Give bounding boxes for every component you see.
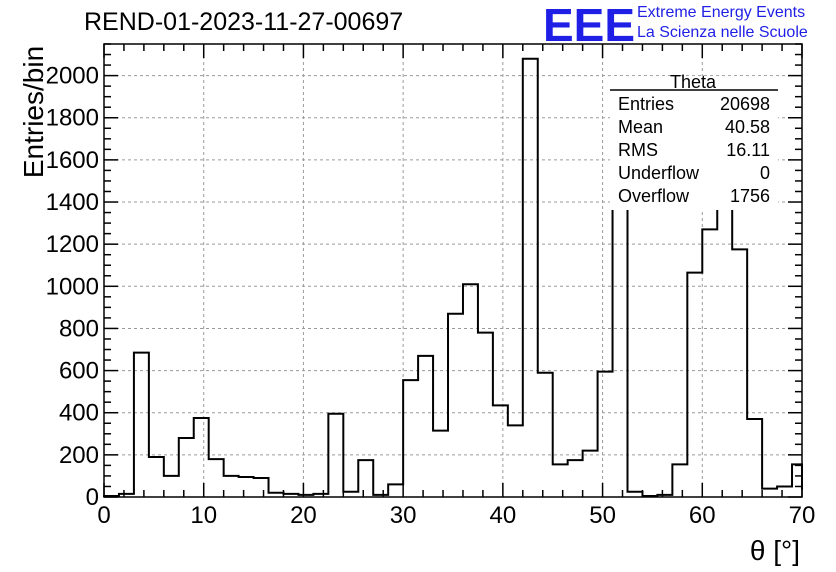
x-axis-label: θ [°] — [749, 535, 800, 566]
histogram-bin — [792, 464, 802, 497]
stats-rms-value: 16.11 — [726, 140, 770, 160]
histogram-bin — [583, 451, 598, 497]
histogram-bin — [747, 419, 762, 497]
y-tick-labels: 0 200 400 600 800 1000 1200 1400 1600 1800 2000 — [46, 63, 99, 511]
histogram-bin — [463, 284, 478, 497]
histogram-bin — [433, 431, 448, 497]
histogram-bin — [613, 207, 628, 497]
histogram-bin — [598, 372, 613, 497]
stats-underflow-value: 0 — [760, 163, 770, 183]
y-tick-label: 1600 — [46, 147, 99, 174]
stats-rms-label: RMS — [618, 140, 658, 160]
y-tick-label: 400 — [59, 400, 99, 427]
y-tick-label: 1000 — [46, 273, 99, 300]
histogram-bin — [702, 229, 717, 497]
histogram-bin — [523, 59, 538, 497]
histogram-bin — [777, 486, 792, 497]
histogram-bin — [672, 464, 687, 497]
histogram-bin — [194, 418, 209, 497]
histogram-bin — [478, 333, 493, 497]
plot-frame — [103, 43, 803, 498]
histogram-bin — [134, 353, 149, 497]
histogram-bin — [553, 464, 568, 497]
x-tick-label: 20 — [290, 502, 317, 529]
stats-entries-value: 20698 — [720, 94, 770, 114]
histogram-outline — [103, 57, 803, 497]
histogram-bin — [239, 477, 254, 497]
histogram-bin — [538, 373, 553, 497]
y-tick-label: 1800 — [46, 105, 99, 132]
y-tick-label: 1200 — [46, 231, 99, 258]
y-tick-label: 600 — [59, 358, 99, 385]
stats-overflow-value: 1756 — [730, 186, 770, 206]
histogram-bin — [493, 405, 508, 497]
stats-mean-value: 40.58 — [725, 117, 770, 137]
x-tick-labels: 0 10 20 30 40 50 60 70 — [97, 502, 815, 529]
y-tick-label: 1400 — [46, 189, 99, 216]
logo-caption: Extreme Energy Events La Scienza nelle S… — [637, 3, 808, 43]
x-tick-label: 0 — [97, 502, 110, 529]
stats-entries-label: Entries — [618, 94, 674, 114]
eee-logo: EEE — [543, 0, 636, 51]
x-tick-label: 60 — [689, 502, 716, 529]
y-tick-label: 2000 — [46, 63, 99, 90]
histogram-bin — [717, 206, 732, 497]
x-tick-label: 40 — [490, 502, 517, 529]
histogram-bin — [762, 489, 777, 497]
x-tick-label: 70 — [789, 502, 816, 529]
x-tick-label: 50 — [589, 502, 616, 529]
axis-ticks — [103, 43, 803, 498]
histogram-bin — [448, 314, 463, 497]
y-tick-label: 800 — [59, 315, 99, 342]
y-tick-label: 200 — [59, 442, 99, 469]
histogram-bin — [418, 356, 433, 497]
chart-title: REND-01-2023-11-27-00697 — [84, 8, 404, 36]
grid-lines — [104, 44, 802, 497]
histogram-bin — [254, 478, 269, 497]
logo-caption-line2: La Scienza nelle Scuole — [637, 24, 808, 41]
logo-caption-line1: Extreme Energy Events — [637, 4, 806, 21]
histogram-bin — [164, 476, 179, 497]
histogram-bin — [358, 460, 373, 497]
histogram-bin — [568, 460, 583, 497]
stats-underflow-label: Underflow — [618, 163, 700, 183]
x-tick-label: 30 — [390, 502, 417, 529]
stats-overflow-label: Overflow — [618, 186, 690, 206]
histogram-bin — [179, 438, 194, 497]
stats-box: Theta Entries 20698 Mean 40.58 RMS 16.11… — [610, 72, 778, 210]
y-tick-label: 0 — [86, 484, 99, 511]
histogram-bin — [508, 425, 523, 497]
histogram-bin — [328, 414, 343, 497]
histogram-bin — [388, 484, 403, 497]
histogram-bin — [209, 459, 224, 497]
histogram-bin — [224, 476, 239, 497]
histogram-bin — [403, 380, 418, 497]
histogram-bin — [687, 273, 702, 497]
stats-title: Theta — [670, 72, 717, 92]
histogram-bin — [149, 457, 164, 497]
stats-mean-label: Mean — [618, 117, 663, 137]
x-tick-label: 10 — [190, 502, 217, 529]
